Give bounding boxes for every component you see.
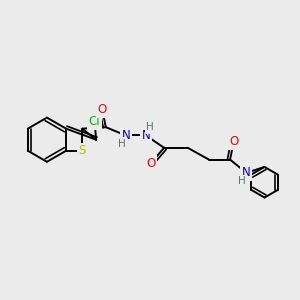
Text: S: S	[79, 144, 86, 157]
Text: O: O	[229, 135, 238, 148]
Text: Cl: Cl	[89, 115, 100, 128]
Text: O: O	[98, 103, 107, 116]
Text: O: O	[146, 157, 155, 169]
Text: N: N	[142, 129, 150, 142]
Text: H: H	[146, 122, 154, 132]
Text: N: N	[122, 129, 130, 142]
Text: N: N	[242, 166, 250, 179]
Text: H: H	[238, 176, 246, 186]
Text: H: H	[118, 139, 125, 149]
